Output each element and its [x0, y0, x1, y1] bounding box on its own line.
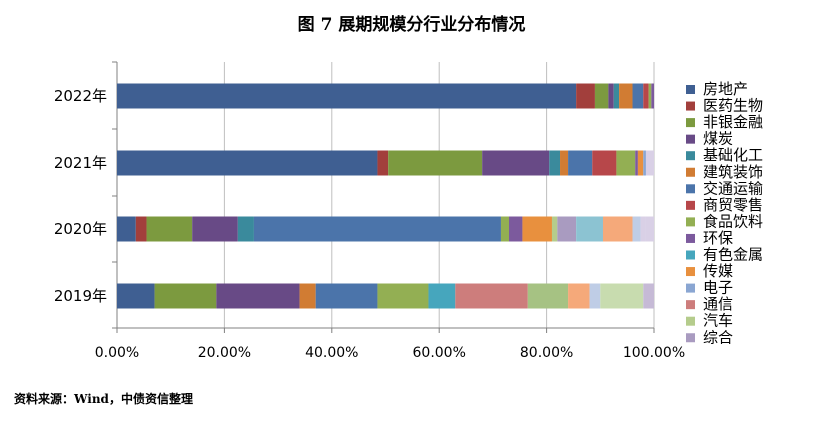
- bar-segment: [589, 283, 601, 309]
- legend-label: 交通运输: [703, 179, 763, 197]
- legend-swatch: [686, 300, 695, 310]
- legend-label: 基础化工: [703, 146, 763, 164]
- legend-swatch: [686, 200, 695, 210]
- x-tick-label: 100.00%: [623, 345, 685, 361]
- bar-segment: [645, 216, 654, 242]
- bar-segment: [522, 216, 552, 242]
- chart-title: 图 7 展期规模分行业分布情况: [297, 15, 526, 35]
- bar-segment: [635, 150, 638, 176]
- bar-segment: [643, 83, 649, 109]
- bar-segment: [500, 216, 510, 242]
- legend-label: 煤炭: [703, 130, 733, 148]
- legend-label: 传媒: [703, 262, 733, 280]
- category-label: 2020年: [54, 220, 107, 238]
- legend-label: 食品饮料: [703, 212, 763, 230]
- legend-swatch: [686, 267, 695, 277]
- bar-segment: [648, 83, 652, 109]
- bar-segment: [117, 83, 577, 109]
- bar-segment: [117, 216, 136, 242]
- bar-segment: [117, 150, 378, 176]
- legend-swatch: [686, 118, 695, 128]
- legend-label: 电子: [703, 279, 733, 297]
- bar-segment: [613, 83, 620, 109]
- legend-swatch: [686, 283, 695, 293]
- x-tick-label: 80.00%: [520, 345, 573, 361]
- bar-segment: [527, 283, 569, 309]
- bar-segment: [146, 216, 193, 242]
- category-label: 2019年: [54, 287, 107, 305]
- legend-swatch: [686, 233, 695, 243]
- bar-segment: [428, 283, 456, 309]
- category-label: 2021年: [54, 154, 107, 172]
- bar-segment: [237, 216, 254, 242]
- legend-swatch: [686, 217, 695, 227]
- bar-segment: [602, 216, 633, 242]
- bar-segment: [619, 83, 633, 109]
- bar-segment: [632, 216, 641, 242]
- bar-segment: [549, 150, 561, 176]
- bar-segment: [600, 283, 644, 309]
- bar-segment: [616, 150, 636, 176]
- legend-label: 医药生物: [703, 97, 763, 115]
- legend-label: 非银金融: [703, 113, 763, 131]
- legend-label: 通信: [703, 295, 733, 313]
- legend-swatch: [686, 333, 695, 343]
- legend-swatch: [686, 250, 695, 260]
- legend-label: 有色金属: [703, 246, 763, 264]
- source-note: 资料来源：Wind，中债资信整理: [14, 392, 193, 406]
- legend-label: 汽车: [703, 312, 733, 330]
- x-tick-label: 20.00%: [198, 345, 251, 361]
- bar-segment: [253, 216, 501, 242]
- legend-swatch: [686, 101, 695, 111]
- x-tick-label: 40.00%: [305, 345, 358, 361]
- x-tick-label: 60.00%: [413, 345, 466, 361]
- bar-segment: [576, 83, 595, 109]
- bar-segment: [455, 283, 528, 309]
- legend-swatch: [686, 85, 695, 94]
- bar-segment: [377, 150, 389, 176]
- bar-segment: [388, 150, 483, 176]
- bar-segment: [637, 150, 644, 176]
- bar-segment: [192, 216, 238, 242]
- bar-segment: [482, 150, 550, 176]
- bar-segment: [640, 216, 646, 242]
- bar-segment: [608, 83, 614, 109]
- bar-segment: [576, 216, 603, 242]
- legend-swatch: [686, 151, 695, 161]
- x-tick-label: 0.00%: [95, 345, 139, 361]
- legend-swatch: [686, 316, 695, 326]
- legend-label: 房地产: [703, 80, 748, 98]
- bar-segment: [632, 83, 644, 109]
- bar-segment: [557, 216, 577, 242]
- legend-swatch: [686, 184, 695, 194]
- bar-segment: [651, 83, 654, 109]
- bar-segment: [643, 283, 654, 309]
- legend-swatch: [686, 134, 695, 144]
- bar-segment: [551, 216, 558, 242]
- bar-segment: [645, 150, 654, 176]
- bar-segment: [377, 283, 429, 309]
- bar-segment: [135, 216, 147, 242]
- bar-segment: [594, 83, 609, 109]
- bar-segment: [117, 283, 155, 309]
- bar-segment: [509, 216, 523, 242]
- category-label: 2022年: [54, 87, 107, 105]
- legend-label: 环保: [703, 229, 733, 247]
- bar-segment: [568, 150, 593, 176]
- bar-segment: [216, 283, 300, 309]
- bar-segment: [299, 283, 316, 309]
- bar-segment: [315, 283, 378, 309]
- bar-segment: [568, 283, 590, 309]
- legend-swatch: [686, 167, 695, 177]
- legend-label: 商贸零售: [703, 196, 763, 214]
- bar-segment: [592, 150, 617, 176]
- legend-label: 综合: [703, 328, 733, 346]
- bar-segment: [560, 150, 569, 176]
- bar-segment: [643, 150, 646, 176]
- bar-segment: [154, 283, 217, 309]
- legend-label: 建筑装饰: [703, 163, 763, 181]
